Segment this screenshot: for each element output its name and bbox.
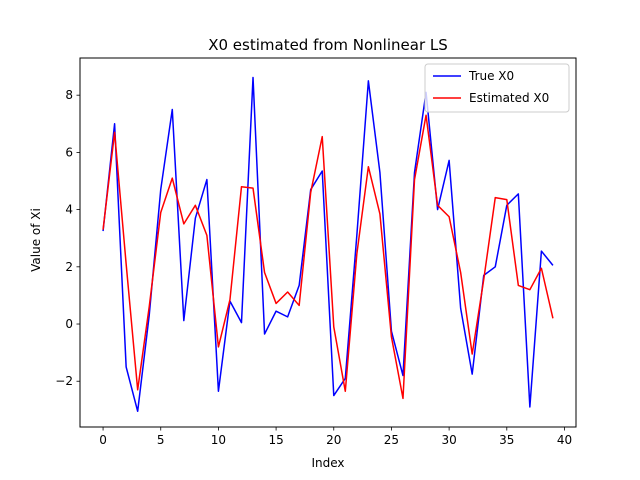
y-tick-label: −2 bbox=[55, 374, 73, 388]
series-line-true-x0 bbox=[102, 76, 554, 413]
series-line-estimated-x0 bbox=[102, 114, 554, 400]
x-tick-label: 30 bbox=[441, 433, 456, 447]
x-tick-label: 5 bbox=[157, 433, 165, 447]
legend: True X0 Estimated X0 bbox=[424, 63, 570, 113]
chart-title: X0 estimated from Nonlinear LS bbox=[208, 36, 448, 54]
y-tick-label: 4 bbox=[65, 203, 73, 217]
plot-frame bbox=[79, 57, 577, 428]
x-tick-label: 15 bbox=[268, 433, 283, 447]
legend-entry-label: Estimated X0 bbox=[469, 91, 549, 105]
y-tick-label: 2 bbox=[65, 260, 73, 274]
y-tick-label: 0 bbox=[65, 317, 73, 331]
y-tick-label: 8 bbox=[65, 88, 73, 102]
y-tick-label: 6 bbox=[65, 145, 73, 159]
x-tick-label: 20 bbox=[326, 433, 341, 447]
plot-area bbox=[102, 76, 554, 413]
x-tick-label: 10 bbox=[211, 433, 226, 447]
x-tick-label: 0 bbox=[99, 433, 107, 447]
y-axis-label: Value of Xi bbox=[29, 208, 43, 272]
x-tick-label: 40 bbox=[557, 433, 572, 447]
legend-entry-label: True X0 bbox=[468, 69, 514, 83]
x-tick-label: 25 bbox=[384, 433, 399, 447]
x-axis: 0 5 10 15 20 25 30 35 40 bbox=[99, 427, 572, 447]
x-tick-label: 35 bbox=[499, 433, 514, 447]
y-axis: −2 0 2 4 6 8 bbox=[55, 88, 80, 388]
x-axis-label: Index bbox=[311, 456, 344, 470]
